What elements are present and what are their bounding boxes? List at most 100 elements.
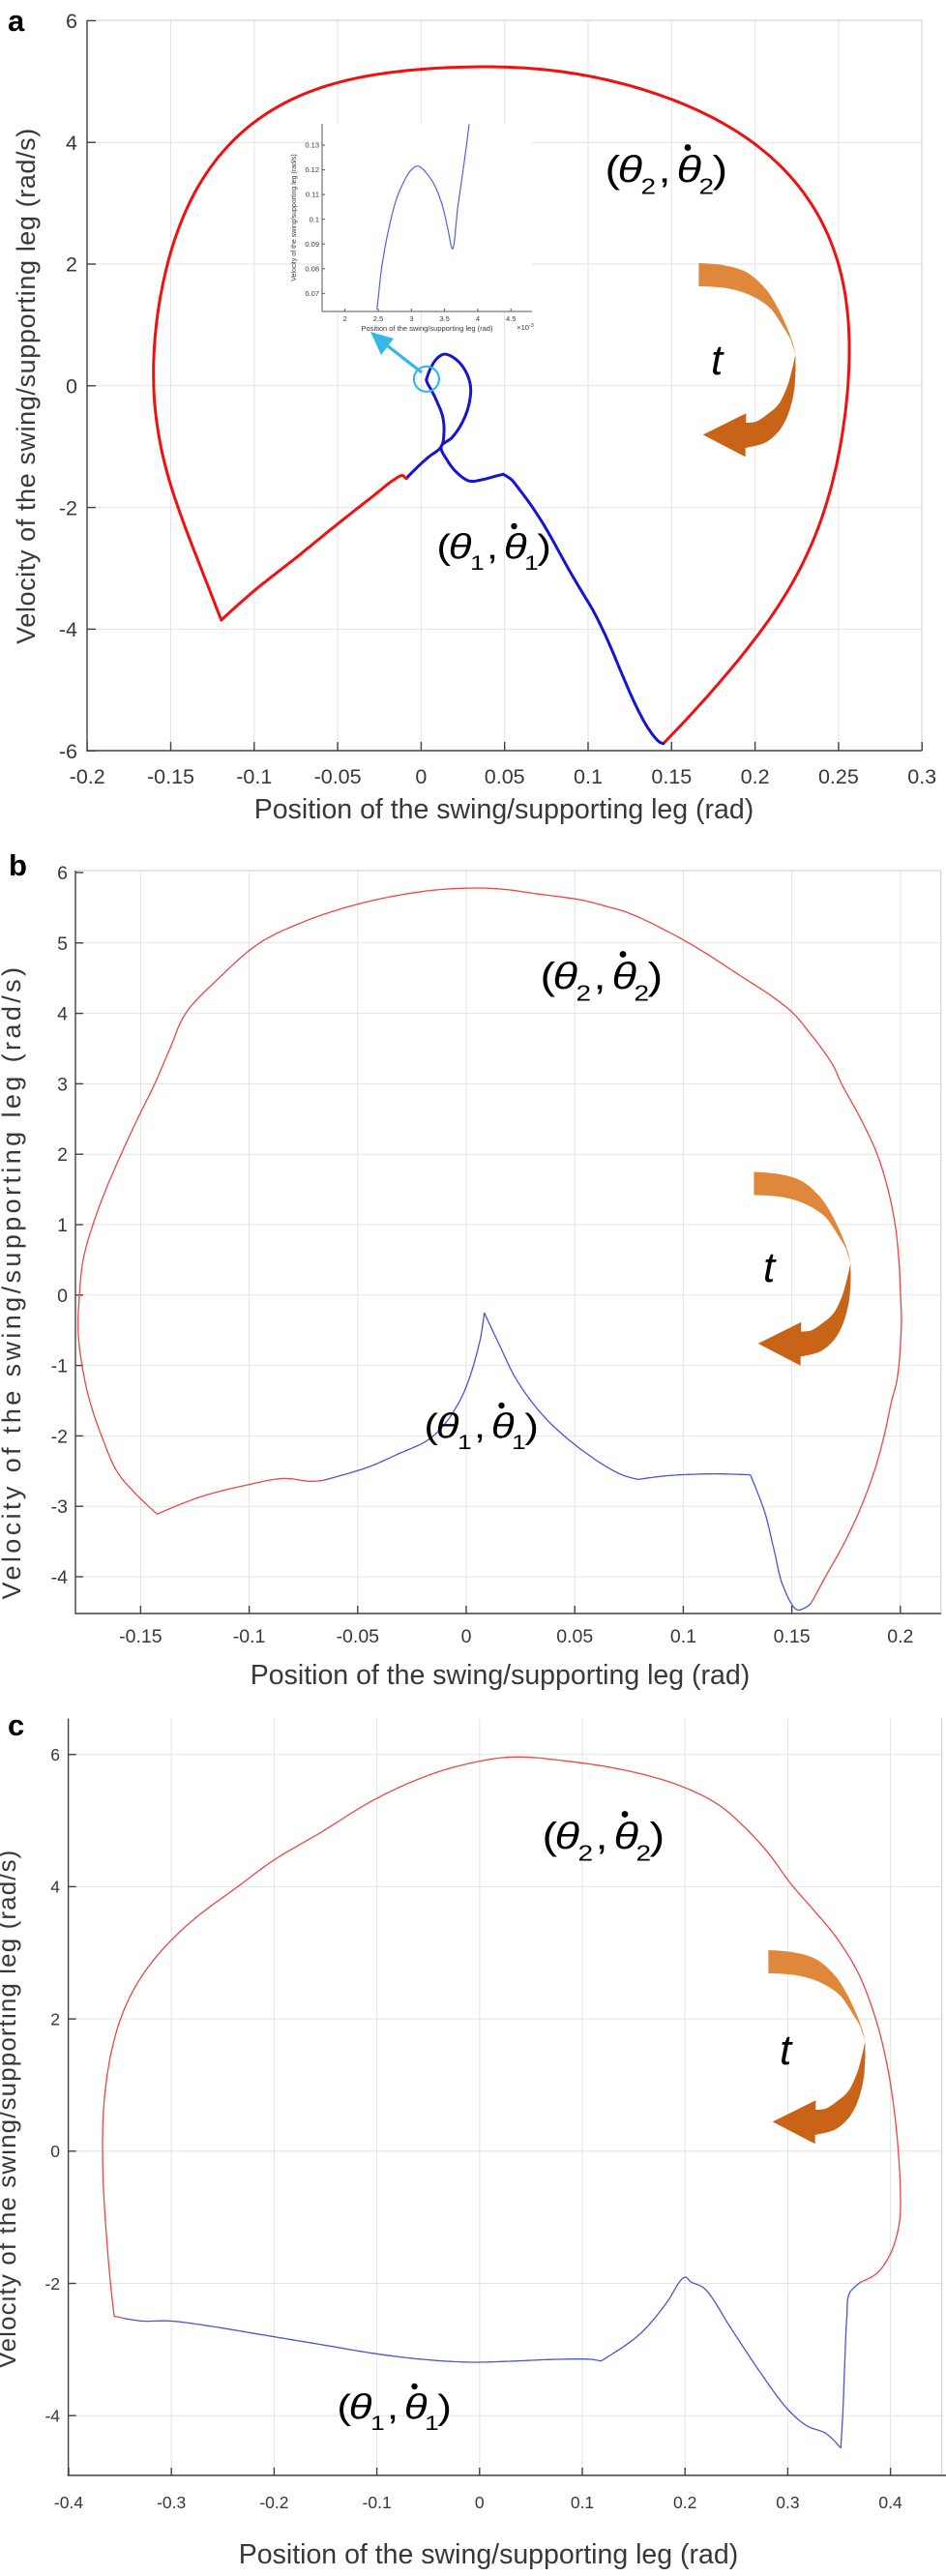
- svg-text:c: c: [8, 1708, 24, 1742]
- svg-text:,: ,: [487, 527, 498, 566]
- svg-text:θ: θ: [553, 956, 577, 997]
- svg-text:(: (: [543, 1816, 558, 1857]
- svg-text:θ: θ: [677, 149, 701, 191]
- svg-text:5: 5: [57, 933, 68, 955]
- svg-text:): ): [713, 149, 728, 191]
- svg-text:3: 3: [57, 1074, 68, 1095]
- svg-text:0.11: 0.11: [306, 191, 319, 199]
- svg-text:1: 1: [425, 2412, 439, 2435]
- svg-text:t: t: [711, 337, 724, 384]
- svg-text:0.2: 0.2: [741, 765, 770, 788]
- svg-text:×10-3: ×10-3: [517, 323, 534, 332]
- svg-text:4: 4: [476, 314, 480, 323]
- svg-text:b: b: [9, 848, 27, 882]
- svg-text:-0.1: -0.1: [233, 1626, 266, 1647]
- svg-text:0.08: 0.08: [305, 264, 319, 273]
- svg-text:θ: θ: [618, 149, 642, 191]
- svg-text:0: 0: [57, 1286, 68, 1307]
- svg-text:3.5: 3.5: [439, 314, 449, 323]
- svg-text:2: 2: [578, 1842, 594, 1866]
- svg-text:-2: -2: [51, 1426, 68, 1447]
- svg-text:0.25: 0.25: [818, 765, 859, 788]
- svg-text:θ: θ: [504, 527, 527, 566]
- svg-text:6: 6: [66, 10, 77, 33]
- svg-text:,: ,: [387, 2387, 399, 2426]
- svg-text:0.05: 0.05: [556, 1626, 593, 1647]
- svg-text:): ): [648, 956, 664, 997]
- svg-text:0.1: 0.1: [574, 765, 603, 788]
- svg-text:4: 4: [66, 132, 77, 155]
- svg-text:0.07: 0.07: [305, 289, 319, 298]
- svg-text:,: ,: [659, 149, 671, 191]
- svg-text:3: 3: [409, 314, 413, 323]
- svg-text:θ: θ: [449, 527, 472, 566]
- svg-text:2: 2: [343, 314, 347, 323]
- svg-text:Position of the swing/supporti: Position of the swing/supporting leg (ra…: [251, 1660, 750, 1691]
- svg-text:4.5: 4.5: [506, 314, 516, 323]
- svg-text:-0.2: -0.2: [70, 765, 105, 788]
- svg-text:0.1: 0.1: [310, 215, 319, 223]
- svg-text:-0.4: -0.4: [54, 2493, 83, 2512]
- svg-text:2: 2: [641, 175, 657, 199]
- svg-text:1: 1: [458, 1431, 472, 1454]
- svg-text:0: 0: [461, 1626, 472, 1647]
- svg-text:Position of the swing/supporti: Position of the swing/supporting leg (ra…: [239, 2539, 738, 2570]
- svg-text:-0.2: -0.2: [259, 2493, 288, 2512]
- svg-text:(: (: [606, 149, 621, 191]
- svg-text:θ: θ: [404, 2387, 428, 2426]
- svg-text:-2: -2: [44, 2274, 60, 2294]
- svg-text:): ): [437, 2387, 452, 2426]
- svg-text:0.09: 0.09: [305, 240, 319, 249]
- svg-text:): ): [537, 527, 551, 566]
- svg-text:Position of the swing/supporti: Position of the swing/supporting leg (ra…: [254, 794, 754, 825]
- svg-text:-0.1: -0.1: [363, 2493, 392, 2512]
- svg-text:a: a: [8, 4, 25, 38]
- svg-text:θ: θ: [555, 1816, 579, 1857]
- svg-text:6: 6: [50, 1745, 60, 1764]
- svg-text:0: 0: [415, 765, 427, 788]
- svg-text:0.12: 0.12: [305, 165, 319, 174]
- svg-text:-0.1: -0.1: [236, 765, 272, 788]
- svg-text:θ: θ: [491, 1406, 515, 1445]
- svg-text:(: (: [337, 2387, 351, 2426]
- svg-text:0.2: 0.2: [887, 1626, 913, 1647]
- svg-text:Velocity of the swing/supporti: Velocity of the swing/supporting leg (ra…: [12, 128, 41, 644]
- svg-text:θ: θ: [614, 1816, 638, 1857]
- svg-text:2: 2: [50, 2009, 60, 2028]
- svg-text:1: 1: [370, 2412, 385, 2435]
- svg-text:2: 2: [636, 1842, 652, 1866]
- svg-text:0: 0: [50, 2142, 60, 2161]
- svg-text:0: 0: [475, 2493, 485, 2512]
- svg-text:0.1: 0.1: [571, 2493, 594, 2512]
- svg-text:0.3: 0.3: [776, 2493, 799, 2512]
- svg-text:,: ,: [596, 1816, 608, 1857]
- svg-text:-2: -2: [59, 496, 77, 519]
- svg-text:(: (: [436, 527, 451, 566]
- svg-text:1: 1: [512, 1431, 526, 1454]
- svg-text:2: 2: [57, 1144, 68, 1166]
- svg-text:2.5: 2.5: [373, 314, 383, 323]
- svg-text:1: 1: [524, 551, 539, 575]
- svg-text:(: (: [424, 1406, 438, 1445]
- svg-text:Velocity of the swing/supporti: Velocity of the swing/supporting leg (ra…: [0, 964, 26, 1600]
- svg-text:θ: θ: [436, 1406, 459, 1445]
- svg-text:t: t: [763, 1244, 777, 1291]
- svg-text:t: t: [780, 2027, 793, 2074]
- svg-text:Velocity of the swing/supporti: Velocity of the swing/supporting leg (ra…: [291, 154, 298, 281]
- svg-text:θ: θ: [349, 2387, 372, 2426]
- svg-text:1: 1: [470, 551, 485, 575]
- svg-text:Velocity of the swing/supporti: Velocity of the swing/supporting leg (ra…: [0, 1850, 21, 2369]
- svg-text:-3: -3: [51, 1496, 68, 1518]
- svg-text:0.4: 0.4: [878, 2493, 902, 2512]
- svg-text:): ): [524, 1406, 539, 1445]
- svg-text:0.15: 0.15: [651, 765, 692, 788]
- svg-text:0.13: 0.13: [305, 141, 319, 150]
- svg-text:0.1: 0.1: [670, 1626, 696, 1647]
- svg-text:2: 2: [576, 982, 592, 1006]
- svg-text:2: 2: [635, 982, 650, 1006]
- svg-text:1: 1: [57, 1215, 68, 1236]
- svg-text:4: 4: [57, 1004, 68, 1025]
- svg-text:-0.05: -0.05: [337, 1626, 380, 1647]
- svg-text:0.3: 0.3: [907, 765, 936, 788]
- svg-text:6: 6: [57, 863, 68, 884]
